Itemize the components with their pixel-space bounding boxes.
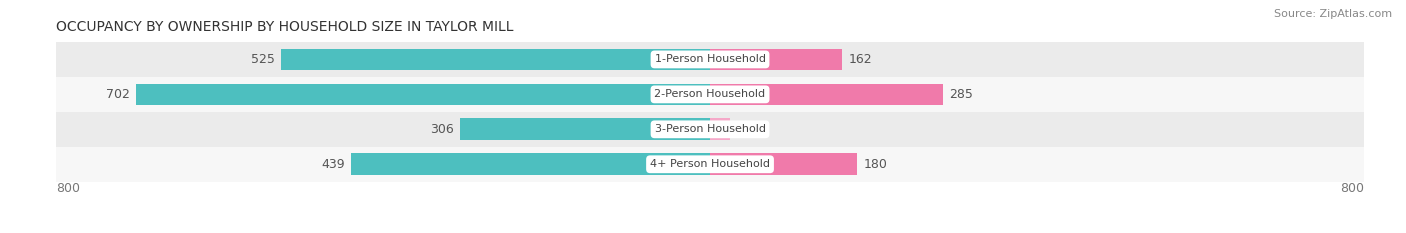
Bar <box>710 154 858 175</box>
Text: OCCUPANCY BY OWNERSHIP BY HOUSEHOLD SIZE IN TAYLOR MILL: OCCUPANCY BY OWNERSHIP BY HOUSEHOLD SIZE… <box>56 20 513 34</box>
Text: 3-Person Household: 3-Person Household <box>655 124 765 134</box>
Text: 180: 180 <box>863 158 887 171</box>
Bar <box>56 112 1364 147</box>
Text: 285: 285 <box>949 88 973 101</box>
Text: 306: 306 <box>430 123 453 136</box>
Bar <box>352 154 710 175</box>
Bar <box>710 49 842 70</box>
Text: 525: 525 <box>250 53 274 66</box>
Text: 800: 800 <box>56 182 80 195</box>
Text: Source: ZipAtlas.com: Source: ZipAtlas.com <box>1274 9 1392 19</box>
Text: 25: 25 <box>737 123 752 136</box>
Text: 162: 162 <box>849 53 873 66</box>
Bar <box>136 84 710 105</box>
Bar <box>56 42 1364 77</box>
Text: 702: 702 <box>105 88 129 101</box>
Bar <box>710 84 943 105</box>
Text: 4+ Person Household: 4+ Person Household <box>650 159 770 169</box>
Text: 439: 439 <box>321 158 344 171</box>
Bar <box>56 77 1364 112</box>
Bar <box>460 118 710 140</box>
Text: 2-Person Household: 2-Person Household <box>654 89 766 99</box>
Bar <box>710 118 731 140</box>
Text: 800: 800 <box>1340 182 1364 195</box>
Text: 1-Person Household: 1-Person Household <box>655 55 765 64</box>
Bar <box>281 49 710 70</box>
Bar <box>56 147 1364 182</box>
